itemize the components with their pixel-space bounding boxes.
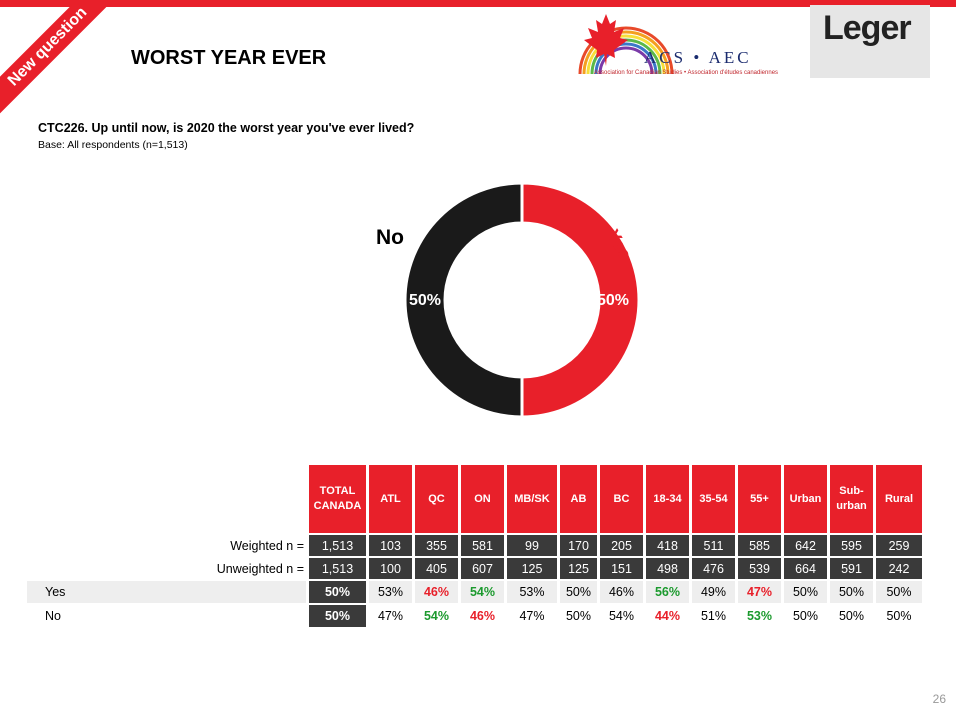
slice-value-no: 50% — [409, 292, 442, 309]
acs-aec-logo: ACS • AEC Association for Canadian Studi… — [572, 12, 812, 78]
weighted-n-cell: 642 — [784, 535, 827, 556]
weighted-n-cell: 1,513 — [309, 535, 366, 556]
column-header: 35-54 — [692, 465, 735, 533]
unweighted-n-cell: 591 — [830, 558, 873, 579]
column-header: QC — [415, 465, 458, 533]
unweighted-n-cell: 498 — [646, 558, 689, 579]
donut-chart — [403, 181, 641, 419]
column-header: ATL — [369, 465, 412, 533]
table-cell: 53% — [746, 609, 773, 623]
unweighted-row: Unweighted n = 1,513 100 405 607 125 125 151 49… — [27, 558, 922, 579]
table-cell: 50% — [830, 581, 873, 603]
column-header: MB/SK — [507, 465, 557, 533]
column-header: AB — [560, 465, 597, 533]
table-cell: 50% — [784, 581, 827, 603]
table-cell: 50% — [309, 605, 366, 627]
weighted-n-cell: 418 — [646, 535, 689, 556]
weighted-n-cell: 99 — [507, 535, 557, 556]
table-cell: 46% — [469, 609, 496, 623]
unweighted-n-cell: 125 — [507, 558, 557, 579]
table-cell: 54% — [608, 609, 635, 623]
weighted-n-cell: 103 — [369, 535, 412, 556]
unweighted-n-cell: 607 — [461, 558, 504, 579]
table-cell: 56% — [646, 581, 689, 603]
table-cell: 47% — [738, 581, 781, 603]
table-cell: 44% — [654, 609, 681, 623]
table-corner — [27, 465, 306, 533]
table-cell: 49% — [692, 581, 735, 603]
column-header: Sub- urban — [830, 465, 873, 533]
page-title: WORST YEAR EVER — [131, 47, 327, 69]
acs-logo-subtitle: Association for Canadian Studies • Assoc… — [594, 70, 779, 76]
table-cell: 50% — [876, 581, 922, 603]
weighted-n-cell: 259 — [876, 535, 922, 556]
column-header: Urban — [784, 465, 827, 533]
unweighted-n-cell: 151 — [600, 558, 643, 579]
base-text: Base: All respondents (n=1,513) — [38, 139, 188, 151]
slice-value-yes: 50% — [597, 292, 630, 309]
table-cell: 50% — [309, 581, 366, 603]
page-number: 26 — [932, 692, 946, 706]
column-header: ON — [461, 465, 504, 533]
table-cell: 50% — [565, 609, 592, 623]
weighted-n-cell: 355 — [415, 535, 458, 556]
unweighted-n-cell: 125 — [560, 558, 597, 579]
weighted-n-cell: 205 — [600, 535, 643, 556]
row-label: No — [45, 609, 61, 623]
crosstab-table: TOTAL CANADA ATL QC ON MB/SK AB BC 18-34 35-54 55… — [24, 463, 925, 629]
table-cell: 53% — [507, 581, 557, 603]
table-cell: 47% — [377, 609, 404, 623]
unweighted-n-cell: 1,513 — [309, 558, 366, 579]
donut-slice-yes — [520, 181, 641, 419]
donut-slice-no — [403, 181, 524, 419]
column-header: 18-34 — [646, 465, 689, 533]
unweighted-n-cell: 664 — [784, 558, 827, 579]
unweighted-n-cell: 100 — [369, 558, 412, 579]
column-header: 55+ — [738, 465, 781, 533]
row-label: Yes — [27, 581, 306, 603]
table-header-row: TOTAL CANADA ATL QC ON MB/SK AB BC 18-34 35-54 55… — [27, 465, 922, 533]
table-cell: 47% — [519, 609, 545, 623]
leger-logo-text: Leger — [823, 9, 912, 47]
weighted-label: Weighted n = — [230, 538, 304, 553]
acs-logo-text: ACS • AEC — [644, 48, 752, 67]
table-cell: 50% — [838, 609, 865, 623]
table-cell: 50% — [792, 609, 819, 623]
top-accent-bar — [0, 0, 956, 7]
weighted-n-cell: 170 — [560, 535, 597, 556]
column-header: Rural — [876, 465, 922, 533]
leger-logo: Leger — [810, 5, 930, 78]
weighted-row: Weighted n = 1,513 103 355 581 99 170 205 418 51… — [27, 535, 922, 556]
question-text: CTC226. Up until now, is 2020 the worst … — [38, 121, 415, 135]
weighted-n-cell: 581 — [461, 535, 504, 556]
table-cell: 50% — [886, 609, 912, 623]
unweighted-n-cell: 405 — [415, 558, 458, 579]
weighted-n-cell: 585 — [738, 535, 781, 556]
table-cell: 51% — [700, 609, 727, 623]
column-header: BC — [600, 465, 643, 533]
table-cell: 54% — [461, 581, 504, 603]
unweighted-n-cell: 539 — [738, 558, 781, 579]
weighted-n-cell: 511 — [692, 535, 735, 556]
table-cell: 53% — [369, 581, 412, 603]
table-cell: 46% — [600, 581, 643, 603]
table-cell: 54% — [423, 609, 450, 623]
weighted-n-cell: 595 — [830, 535, 873, 556]
new-question-ribbon: New question — [0, 0, 121, 120]
table-row-yes: Yes 50% 53% 46% 54% 53% 50% 46% 56% 49% 47% 50% 50%… — [27, 581, 922, 603]
unweighted-n-cell: 476 — [692, 558, 735, 579]
column-header: TOTAL CANADA — [309, 465, 366, 533]
slice-label-no: No — [376, 226, 404, 249]
table-cell: 46% — [415, 581, 458, 603]
table-row-no: No 50% 47% 54% 46% 47% 50% 54% 44% 51% 53% 50% 50% 5… — [27, 605, 922, 627]
table-cell: 50% — [560, 581, 597, 603]
unweighted-n-cell: 242 — [876, 558, 922, 579]
unweighted-label: Unweighted n = — [216, 561, 304, 576]
maple-rainbow-icon — [578, 14, 674, 75]
